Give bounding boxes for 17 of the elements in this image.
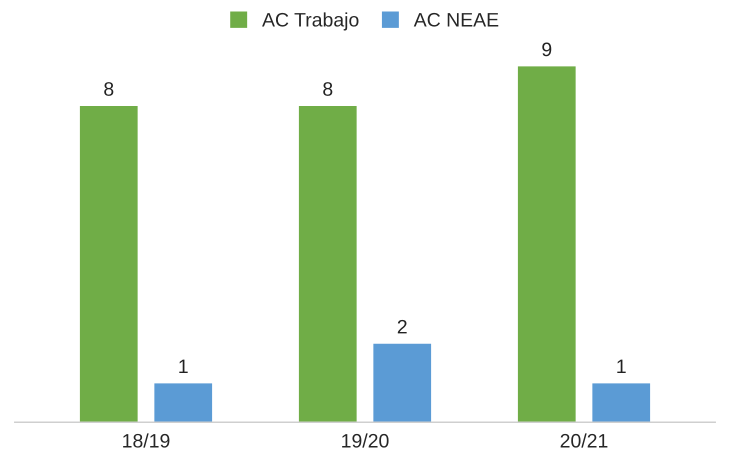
legend-label: AC NEAE bbox=[414, 12, 498, 27]
data-label: 1 bbox=[617, 360, 626, 374]
legend-label: AC Trabajo bbox=[262, 12, 358, 30]
bar bbox=[516, 64, 578, 422]
bar bbox=[298, 104, 358, 422]
data-label: 8 bbox=[104, 82, 114, 96]
bar bbox=[78, 104, 140, 422]
x-tick-label: 18/19 bbox=[123, 433, 170, 448]
x-tick-label: 19/20 bbox=[342, 433, 389, 448]
bar bbox=[590, 382, 652, 422]
x-tick-label: 20/21 bbox=[560, 433, 608, 448]
data-label: 1 bbox=[179, 360, 188, 374]
bar bbox=[372, 342, 432, 422]
data-label: 2 bbox=[398, 320, 407, 334]
bar bbox=[152, 382, 214, 422]
data-label: 8 bbox=[323, 82, 332, 96]
data-label: 9 bbox=[542, 42, 552, 56]
